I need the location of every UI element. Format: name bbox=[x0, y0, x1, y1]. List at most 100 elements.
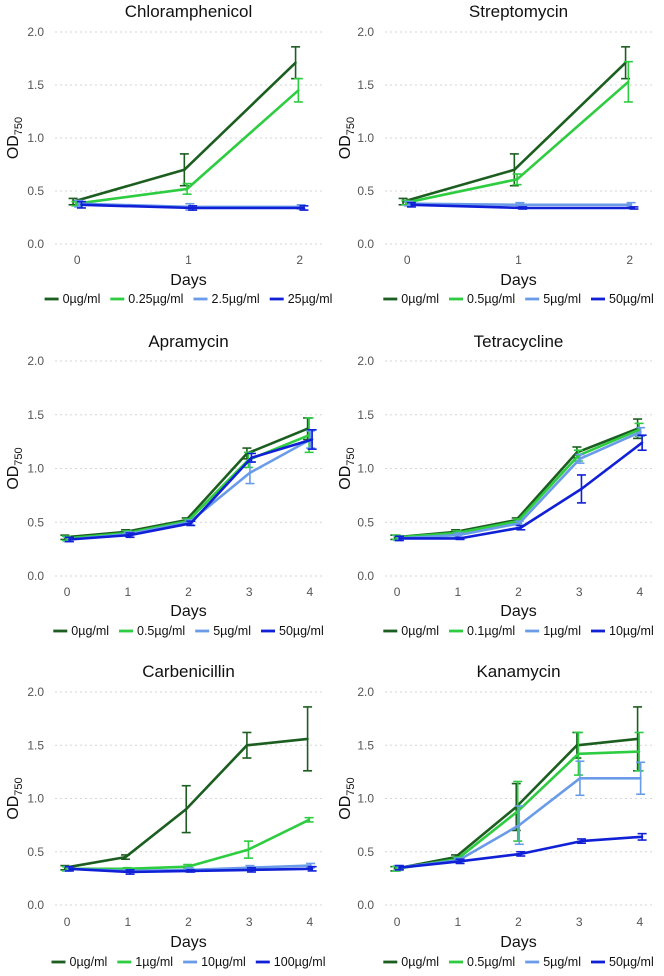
legend-label: 25µg/ml bbox=[288, 292, 333, 306]
legend: 0µg/ml 0.5µg/ml 5µg/ml 50µg/ml bbox=[383, 292, 654, 306]
y-tick-label: 0.5 bbox=[27, 845, 44, 859]
legend-item: 0µg/ml bbox=[383, 955, 439, 969]
y-tick-label: 0.5 bbox=[357, 515, 374, 529]
data-point bbox=[515, 178, 519, 181]
legend-item: 50µg/ml bbox=[591, 955, 654, 969]
data-point bbox=[77, 202, 80, 205]
legend-label: 0.1µg/ml bbox=[467, 624, 515, 638]
data-point bbox=[458, 537, 462, 540]
x-axis-label: Days bbox=[170, 934, 206, 951]
legend-item: 0.5µg/ml bbox=[119, 624, 185, 638]
y-tick-label: 0.0 bbox=[27, 569, 44, 583]
data-point bbox=[68, 538, 71, 541]
y-tick-label: 2.0 bbox=[27, 354, 44, 368]
legend-item: 2.5µg/ml bbox=[193, 292, 260, 306]
legend-item: 0.25µg/ml bbox=[110, 292, 183, 306]
x-tick-label: 4 bbox=[307, 585, 314, 599]
y-tick-label: 1.5 bbox=[357, 738, 374, 752]
legend: 0µg/ml 0.25µg/ml 2.5µg/ml 25µg/ml bbox=[44, 292, 333, 306]
data-point bbox=[302, 206, 306, 210]
x-tick-label: 2 bbox=[185, 585, 192, 599]
data-point bbox=[307, 433, 311, 437]
legend-label: 100µg/ml bbox=[274, 955, 326, 969]
data-point bbox=[521, 206, 524, 210]
legend-label: 0µg/ml bbox=[401, 624, 439, 638]
chart-title: Chloramphenicol bbox=[125, 2, 253, 21]
x-tick-label: 1 bbox=[515, 253, 522, 267]
legend-item: 0µg/ml bbox=[44, 292, 100, 306]
data-point bbox=[629, 203, 633, 206]
legend-label: 5µg/ml bbox=[213, 624, 251, 638]
legend-item: 1µg/ml bbox=[117, 955, 173, 969]
legend-item: 10µg/ml bbox=[591, 624, 654, 638]
legend-label: 1µg/ml bbox=[135, 955, 173, 969]
data-point bbox=[124, 855, 127, 859]
data-point bbox=[519, 852, 522, 856]
data-point bbox=[80, 203, 83, 206]
data-point bbox=[189, 869, 192, 873]
y-tick-label: 1.5 bbox=[27, 408, 44, 422]
chart-title: Streptomycin bbox=[469, 2, 568, 21]
y-axis-label: OD750 bbox=[5, 117, 25, 159]
y-tick-label: 0.0 bbox=[357, 569, 374, 583]
y-tick-label: 2.0 bbox=[27, 25, 44, 39]
chart-title: Carbenicillin bbox=[142, 662, 235, 681]
data-point bbox=[632, 206, 636, 210]
chart-title: Apramycin bbox=[148, 332, 228, 351]
data-point bbox=[183, 168, 186, 171]
x-tick-label: 1 bbox=[124, 915, 131, 929]
y-tick-label: 0.0 bbox=[27, 237, 44, 251]
legend-label: 0.5µg/ml bbox=[467, 955, 515, 969]
y-tick-label: 1.5 bbox=[27, 738, 44, 752]
y-tick-label: 0.0 bbox=[357, 898, 374, 912]
data-point bbox=[458, 860, 462, 863]
y-axis-label-subscript: 750 bbox=[345, 447, 357, 465]
y-axis-label: OD750 bbox=[337, 117, 357, 159]
x-tick-label: 3 bbox=[576, 585, 583, 599]
data-point bbox=[306, 737, 309, 741]
legend-item: 0µg/ml bbox=[383, 292, 439, 306]
y-axis-label: OD750 bbox=[337, 777, 357, 819]
chart-panel: Carbenicillin 0.0 0.5 1.0 1.5 2.0 0 1 2 3 4 Days OD7… bbox=[5, 662, 325, 969]
data-point bbox=[578, 777, 582, 780]
legend-label: 5µg/ml bbox=[543, 955, 581, 969]
x-tick-label: 0 bbox=[64, 915, 71, 929]
y-axis-label-main: OD bbox=[337, 135, 354, 159]
y-tick-label: 2.0 bbox=[357, 354, 374, 368]
legend-label: 2.5µg/ml bbox=[212, 292, 260, 306]
legend-item: 100µg/ml bbox=[255, 955, 326, 969]
legend-item: 0µg/ml bbox=[51, 955, 107, 969]
legend-item: 0.5µg/ml bbox=[449, 955, 515, 969]
y-tick-label: 0.5 bbox=[27, 184, 44, 198]
legend-label: 50µg/ml bbox=[609, 292, 654, 306]
chart-panel: Chloramphenicol 0.0 0.5 1.0 1.5 2.0 0 1 2 Days OD7… bbox=[5, 2, 332, 306]
data-point bbox=[518, 823, 521, 827]
x-tick-label: 4 bbox=[637, 915, 644, 929]
x-tick-label: 0 bbox=[404, 253, 411, 267]
y-tick-label: 1.5 bbox=[27, 78, 44, 92]
y-tick-label: 1.0 bbox=[27, 131, 44, 145]
y-tick-label: 2.0 bbox=[357, 25, 374, 39]
data-point bbox=[637, 428, 641, 431]
y-axis-label-subscript: 750 bbox=[13, 447, 25, 465]
x-tick-label: 0 bbox=[74, 253, 81, 267]
chart-panel: Tetracycline 0.0 0.5 1.0 1.5 2.0 0 1 2 3 4 Days OD75… bbox=[337, 332, 654, 638]
data-point bbox=[640, 835, 644, 839]
y-axis-label-main: OD bbox=[337, 466, 354, 490]
legend-label: 10µg/ml bbox=[609, 624, 654, 638]
x-tick-label: 0 bbox=[394, 915, 401, 929]
legend-item: 1µg/ml bbox=[525, 624, 581, 638]
legend-item: 5µg/ml bbox=[195, 624, 251, 638]
legend-label: 0µg/ml bbox=[401, 292, 439, 306]
y-tick-label: 1.5 bbox=[357, 78, 374, 92]
legend-label: 10µg/ml bbox=[201, 955, 246, 969]
y-axis-label-subscript: 750 bbox=[13, 777, 25, 795]
data-point bbox=[575, 744, 579, 747]
y-axis-label: OD750 bbox=[5, 777, 25, 819]
data-point bbox=[577, 752, 580, 755]
y-tick-label: 0.5 bbox=[357, 845, 374, 859]
data-point bbox=[518, 203, 522, 206]
legend-item: 0µg/ml bbox=[383, 624, 439, 638]
y-tick-label: 1.0 bbox=[357, 792, 374, 806]
